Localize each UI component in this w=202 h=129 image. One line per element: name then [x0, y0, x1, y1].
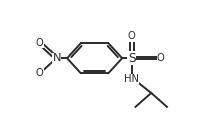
Text: HN: HN [123, 74, 138, 84]
Text: O: O [127, 31, 135, 41]
Text: N: N [52, 53, 61, 63]
Text: O: O [36, 68, 43, 78]
Text: O: O [156, 53, 164, 63]
Text: O: O [36, 38, 43, 48]
Text: S: S [127, 52, 135, 65]
